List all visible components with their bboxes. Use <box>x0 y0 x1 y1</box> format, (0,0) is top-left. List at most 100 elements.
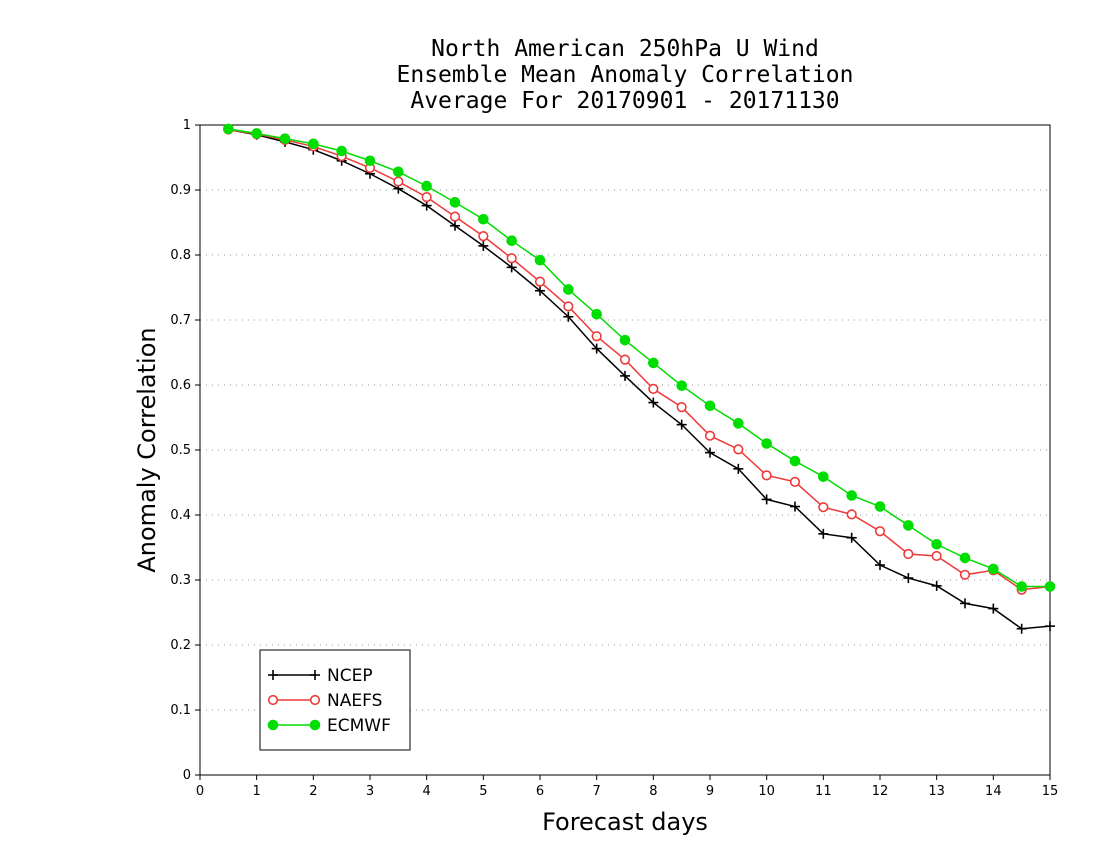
chart-title-line-2: Ensemble Mean Anomaly Correlation <box>396 62 854 88</box>
x-tick-label: 2 <box>309 784 317 799</box>
data-point-ecmwf <box>818 471 829 482</box>
data-point-ecmwf <box>959 552 971 564</box>
data-point-naefs <box>648 383 659 395</box>
data-point-ecmwf <box>704 400 716 412</box>
data-point-ncep <box>903 573 914 584</box>
data-point-ncep <box>591 343 602 354</box>
x-tick-label: 6 <box>536 784 544 799</box>
data-point-ecmwf <box>449 197 461 208</box>
chart-title-line-1: North American 250hPa U Wind <box>431 36 819 62</box>
x-tick-label: 7 <box>593 784 601 799</box>
data-point-naefs <box>676 402 687 413</box>
data-point-ecmwf <box>931 538 942 550</box>
data-point-naefs <box>931 550 942 562</box>
data-point-ncep <box>733 463 744 474</box>
data-point-naefs <box>846 509 857 520</box>
data-point-ncep <box>790 501 800 512</box>
y-tick-label: 1 <box>183 118 191 133</box>
data-point-ncep <box>506 262 517 273</box>
data-point-naefs <box>534 276 546 287</box>
data-point-ncep <box>648 397 659 408</box>
data-point-ecmwf <box>846 490 857 501</box>
data-point-ncep <box>761 494 772 505</box>
legend-label-naefs: NAEFS <box>327 691 382 711</box>
data-point-naefs <box>421 192 432 203</box>
data-point-ncep <box>875 560 885 571</box>
x-tick-label: 4 <box>423 784 431 799</box>
data-point-ecmwf <box>874 501 886 512</box>
x-tick-label: 9 <box>706 784 714 799</box>
data-point-ecmwf <box>1016 581 1027 592</box>
series-line-ncep <box>228 128 1051 630</box>
data-point-naefs <box>478 231 489 242</box>
data-point-naefs <box>449 211 461 222</box>
data-point-ecmwf <box>336 145 347 157</box>
data-point-ncep <box>563 311 574 322</box>
y-tick-label: 0.6 <box>170 378 191 393</box>
x-tick-label: 10 <box>758 784 775 799</box>
legend-marker-ncep <box>268 670 278 680</box>
legend-label-ecmwf: ECMWF <box>327 716 391 736</box>
data-point-ecmwf <box>1044 581 1056 592</box>
data-point-ecmwf <box>421 180 432 192</box>
x-tick-label: 15 <box>1042 784 1059 799</box>
data-point-ncep <box>705 447 715 458</box>
data-point-naefs <box>704 430 716 441</box>
data-point-ecmwf <box>761 438 772 449</box>
data-point-ecmwf <box>619 334 631 346</box>
data-point-ecmwf <box>563 284 574 295</box>
x-tick-label: 14 <box>985 784 1002 799</box>
data-point-ncep <box>1016 623 1027 634</box>
series-line-naefs <box>228 128 1051 591</box>
data-point-naefs <box>789 476 801 487</box>
x-tick-label: 5 <box>479 784 487 799</box>
data-point-ecmwf <box>676 380 687 391</box>
data-point-ncep <box>676 419 687 430</box>
x-tick-label: 8 <box>649 784 657 799</box>
data-point-naefs <box>733 444 744 455</box>
legend-marker-ncep <box>310 670 320 680</box>
y-tick-label: 0.9 <box>170 183 191 198</box>
data-point-ecmwf <box>506 235 517 246</box>
data-point-naefs <box>563 301 574 312</box>
data-point-ncep <box>620 370 630 381</box>
data-point-ecmwf <box>223 123 234 135</box>
data-point-naefs <box>591 331 602 342</box>
x-axis-label: Forecast days <box>542 808 708 836</box>
data-point-ecmwf <box>733 418 744 429</box>
data-point-ecmwf <box>789 455 801 467</box>
data-point-naefs <box>818 502 829 513</box>
data-point-ncep <box>818 528 829 539</box>
chart-title-line-3: Average For 20170901 - 20171130 <box>410 88 840 114</box>
data-point-ncep <box>988 603 999 614</box>
grid-lines <box>200 189 1050 711</box>
data-point-ecmwf <box>534 254 546 266</box>
data-point-ncep <box>931 580 942 591</box>
x-tick-label: 13 <box>928 784 945 799</box>
data-point-naefs <box>959 569 971 580</box>
series-lines <box>223 123 1056 634</box>
y-tick-label: 0.2 <box>170 638 191 653</box>
data-point-naefs <box>393 176 404 187</box>
data-point-ncep <box>478 240 489 251</box>
y-tick-label: 0.5 <box>170 443 191 458</box>
data-point-ncep <box>1045 621 1055 632</box>
legend-marker-ecmwf <box>267 719 279 731</box>
x-tick-label: 12 <box>872 784 889 799</box>
y-tick-label: 0.7 <box>170 313 191 328</box>
x-tick-label: 0 <box>196 784 204 799</box>
legend-marker-ecmwf <box>309 719 321 731</box>
data-point-naefs <box>874 526 886 537</box>
data-point-ecmwf <box>903 520 914 531</box>
y-tick-label: 0.8 <box>170 248 191 263</box>
data-point-naefs <box>619 354 631 365</box>
data-point-ecmwf <box>308 138 319 150</box>
legend-label-ncep: NCEP <box>327 666 373 686</box>
x-tick-label: 3 <box>366 784 374 799</box>
y-tick-label: 0.3 <box>170 573 191 588</box>
data-point-ncep <box>421 200 432 211</box>
x-tick-label: 1 <box>253 784 261 799</box>
data-point-naefs <box>506 253 517 264</box>
data-point-ecmwf <box>251 128 262 139</box>
